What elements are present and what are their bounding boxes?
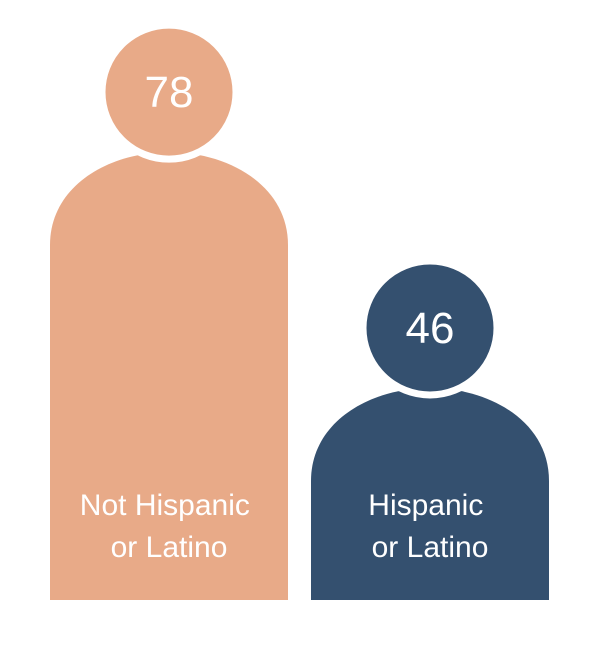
value-label: 78 bbox=[145, 68, 194, 117]
label-line: Not Hispanic bbox=[80, 489, 258, 522]
label-line: or Latino bbox=[111, 531, 228, 564]
label-line: or Latino bbox=[372, 531, 489, 564]
person-body bbox=[50, 152, 288, 600]
value-label: 46 bbox=[406, 304, 455, 353]
category-label: Hispanic or Latino bbox=[368, 489, 491, 564]
person-body bbox=[311, 387, 549, 600]
person-head bbox=[98, 21, 240, 163]
category-label: Not Hispanic or Latino bbox=[80, 489, 258, 564]
label-line: Hispanic bbox=[368, 489, 491, 522]
person-head bbox=[359, 257, 501, 399]
